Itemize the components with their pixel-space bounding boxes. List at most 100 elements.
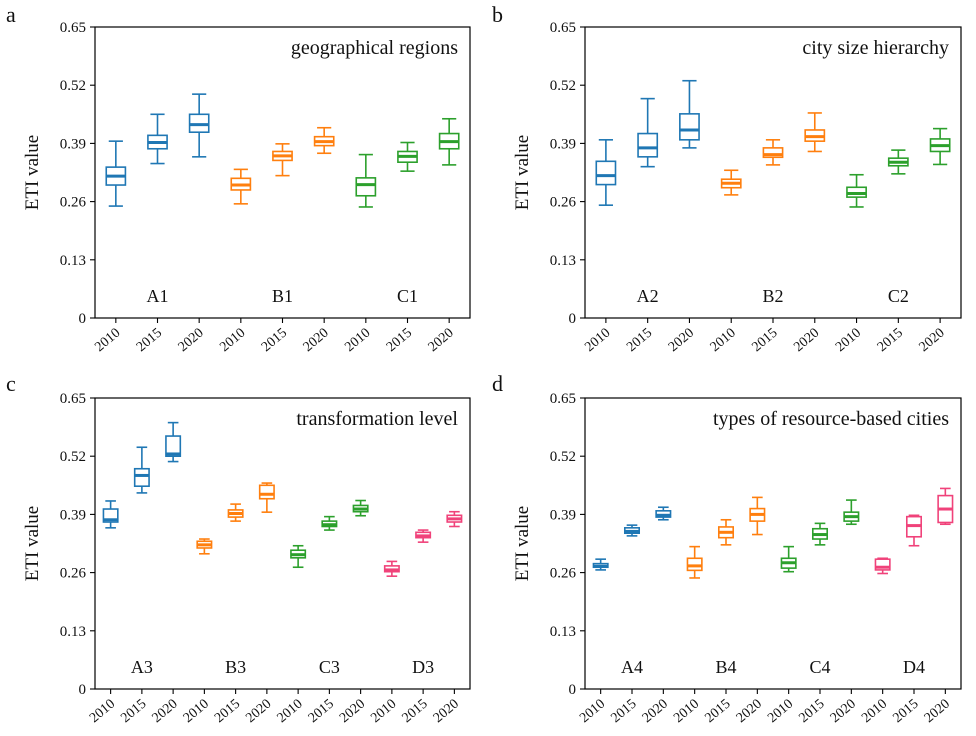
- box-C1-2020: [438, 117, 460, 166]
- x-tick-label: 2020: [734, 697, 765, 726]
- box-C3-2020: [352, 499, 369, 517]
- box-C1-2010: [355, 153, 377, 208]
- box-B4-2010: [686, 545, 703, 579]
- x-tick-label: 2010: [181, 697, 212, 726]
- group-label: A3: [131, 657, 153, 677]
- group-label: B2: [762, 286, 783, 306]
- x-tick-label: 2015: [624, 326, 655, 355]
- x-tick-label: 2010: [275, 697, 306, 726]
- x-tick-label: 2015: [608, 697, 639, 726]
- box-D3-2020: [446, 510, 463, 528]
- x-tick-label: 2010: [342, 326, 373, 355]
- box-C3-2010: [290, 544, 307, 569]
- box-B1-2020: [313, 126, 335, 155]
- y-tick-label: 0.65: [550, 20, 576, 36]
- y-tick-label: 0.13: [60, 253, 86, 269]
- box-D4-2020: [937, 487, 954, 526]
- iqr-box: [133, 467, 150, 487]
- y-tick-label: 0.65: [60, 391, 86, 407]
- group-label: A1: [147, 286, 169, 306]
- iqr-box: [637, 132, 659, 158]
- y-axis-title: ETI value: [22, 506, 43, 581]
- y-tick-label: 0.13: [60, 624, 86, 640]
- box-A1-2020: [188, 93, 210, 158]
- box-A2-2015: [637, 97, 659, 168]
- y-tick-label: 0.52: [550, 449, 576, 465]
- x-tick-label: 2010: [582, 326, 613, 355]
- x-tick-label: 2010: [217, 326, 248, 355]
- x-tick-label: 2010: [87, 697, 118, 726]
- box-C2-2015: [887, 149, 909, 175]
- group-label: B1: [272, 286, 293, 306]
- x-tick-label: 2010: [92, 326, 123, 355]
- group-label: C3: [319, 657, 340, 677]
- box-B3-2020: [258, 482, 275, 513]
- y-axis-title: ETI value: [22, 135, 43, 210]
- box-A2-2010: [595, 139, 617, 206]
- group-label: A4: [621, 657, 643, 677]
- y-tick-label: 0.52: [60, 78, 86, 94]
- box-A4-2020: [655, 506, 672, 521]
- x-tick-label: 2020: [301, 326, 332, 355]
- plot-frame: [584, 26, 962, 319]
- box-B1-2010: [230, 168, 252, 205]
- panel-title: transformation level: [296, 408, 458, 430]
- box-C2-2010: [846, 173, 867, 208]
- box-A4-2015: [623, 524, 641, 537]
- iqr-box: [258, 484, 275, 500]
- group-label: C2: [888, 286, 909, 306]
- group-label: B4: [715, 657, 736, 677]
- panel-letter: a: [6, 2, 16, 27]
- panel-letter: d: [492, 371, 503, 396]
- x-tick-label: 2015: [118, 697, 149, 726]
- x-tick-label: 2020: [150, 697, 181, 726]
- iqr-box: [595, 160, 617, 186]
- x-tick-label: 2010: [577, 697, 608, 726]
- box-C2-2020: [929, 127, 951, 166]
- y-tick-label: 0.39: [550, 507, 576, 523]
- x-tick-label: 2020: [640, 697, 671, 726]
- y-tick-label: 0.39: [550, 136, 576, 152]
- box-C4-2015: [811, 522, 829, 546]
- panel-c: c 0 0.13 0.26 0.39 0.52 0.65 ETI value transform…: [6, 371, 471, 726]
- panel-d: d 0 0.13 0.26 0.39 0.52 0.65 ETI value types of …: [492, 371, 962, 726]
- x-tick-label: 2015: [400, 697, 431, 726]
- group-label: D3: [412, 657, 434, 677]
- iqr-box: [874, 558, 891, 571]
- box-B2-2015: [762, 139, 784, 166]
- x-tick-label: 2015: [796, 697, 827, 726]
- box-C4-2020: [843, 499, 860, 526]
- y-tick-label: 0.39: [60, 507, 86, 523]
- x-tick-label: 2010: [671, 697, 702, 726]
- x-tick-label: 2020: [426, 326, 457, 355]
- x-tick-label: 2020: [243, 697, 274, 726]
- group-label: B3: [225, 657, 246, 677]
- box-B2-2010: [720, 169, 742, 196]
- panel-letter: c: [6, 371, 16, 396]
- panel-a: a 0 0.13 0.26 0.39 0.52 0.65 ETI value geographi…: [6, 2, 471, 355]
- x-tick-label: 2020: [791, 326, 822, 355]
- x-tick-label: 2010: [708, 326, 739, 355]
- plot-frame: [94, 397, 471, 690]
- x-tick-label: 2020: [917, 326, 948, 355]
- y-tick-label: 0.13: [550, 253, 576, 269]
- x-tick-label: 2015: [749, 326, 780, 355]
- box-D4-2010: [874, 557, 891, 575]
- y-tick-label: 0.26: [550, 195, 577, 211]
- y-tick-label: 0: [79, 682, 87, 698]
- box-B3-2010: [196, 538, 213, 555]
- x-tick-label: 2015: [875, 326, 906, 355]
- x-tick-label: 2010: [368, 697, 399, 726]
- y-tick-label: 0.26: [550, 566, 577, 582]
- box-B4-2015: [717, 518, 735, 546]
- x-tick-label: 2015: [384, 326, 415, 355]
- plot-frame: [584, 397, 962, 690]
- box-C3-2015: [321, 515, 338, 531]
- x-tick-label: 2010: [833, 326, 864, 355]
- box-D3-2015: [415, 529, 432, 543]
- box-D4-2015: [905, 514, 923, 547]
- x-tick-label: 2015: [134, 326, 165, 355]
- iqr-box: [686, 557, 703, 572]
- box-C4-2010: [780, 545, 797, 573]
- box-A3-2020: [165, 421, 182, 463]
